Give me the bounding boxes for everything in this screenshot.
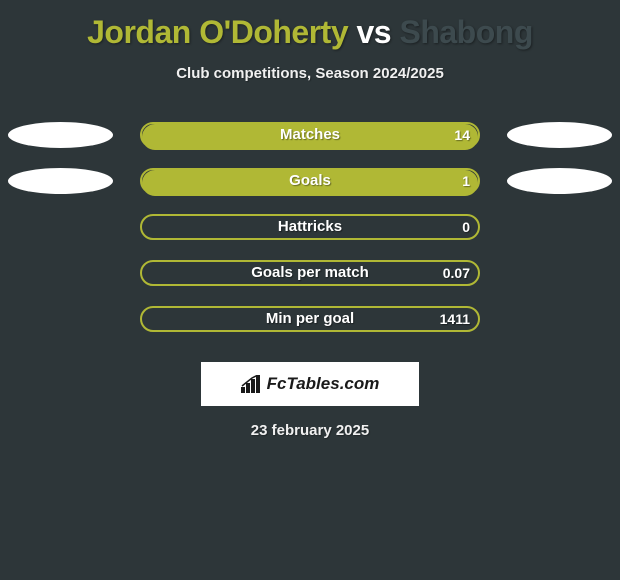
date-text: 23 february 2025	[0, 422, 620, 439]
stat-label: Matches	[140, 122, 480, 148]
title-player2: Shabong	[399, 14, 532, 50]
stat-row: Goals1	[0, 168, 620, 214]
logo: FcTables.com	[241, 374, 380, 394]
stat-label: Min per goal	[140, 306, 480, 332]
stat-row: Goals per match0.07	[0, 260, 620, 306]
logo-box[interactable]: FcTables.com	[201, 362, 419, 406]
bar-chart-icon	[241, 375, 263, 393]
right-ellipse	[507, 168, 612, 194]
stat-value: 1	[462, 168, 470, 194]
subtitle: Club competitions, Season 2024/2025	[0, 65, 620, 82]
title-player1: Jordan O'Doherty	[87, 14, 348, 50]
stat-label: Hattricks	[140, 214, 480, 240]
stat-value: 0.07	[443, 260, 470, 286]
stat-row: Matches14	[0, 122, 620, 168]
stat-value: 1411	[440, 306, 470, 332]
right-ellipse	[507, 122, 612, 148]
stat-label: Goals	[140, 168, 480, 194]
left-ellipse	[8, 168, 113, 194]
page-title: Jordan O'Doherty vs Shabong	[0, 0, 620, 51]
left-ellipse	[8, 122, 113, 148]
stat-row: Hattricks0	[0, 214, 620, 260]
title-vs: vs	[348, 14, 399, 50]
stat-rows: Matches14Goals1Hattricks0Goals per match…	[0, 122, 620, 352]
stat-label: Goals per match	[140, 260, 480, 286]
stat-value: 0	[462, 214, 470, 240]
logo-text: FcTables.com	[267, 374, 380, 394]
stat-value: 14	[454, 122, 470, 148]
stat-row: Min per goal1411	[0, 306, 620, 352]
